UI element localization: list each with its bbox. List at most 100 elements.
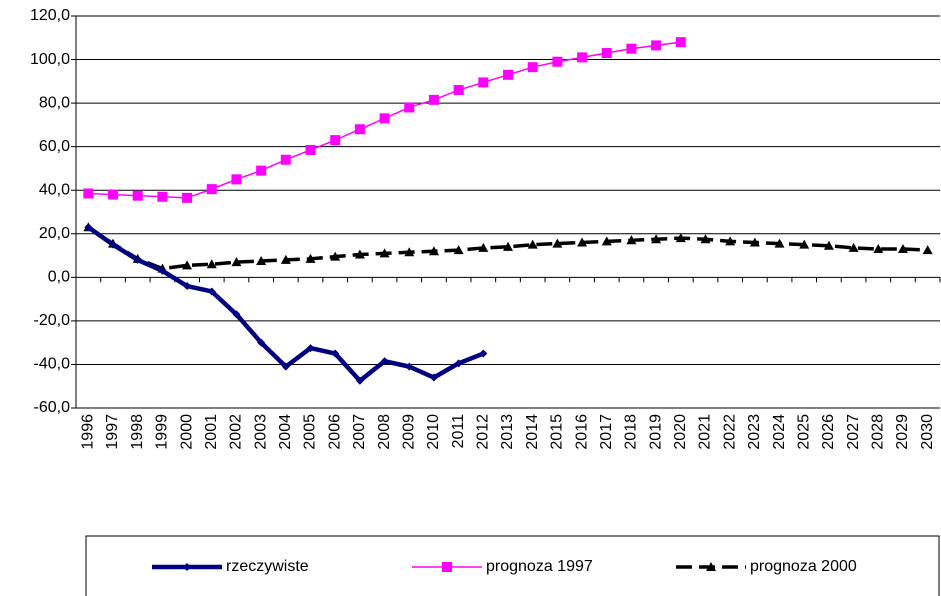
data-point <box>207 287 216 296</box>
data-point <box>182 260 193 270</box>
data-point <box>503 69 513 80</box>
data-point <box>577 237 588 247</box>
data-point <box>109 240 118 249</box>
x-tick-label: 2007 <box>351 414 368 450</box>
x-tick-label: 2002 <box>228 414 245 450</box>
x-tick-label: 2015 <box>549 414 566 450</box>
data-point <box>257 338 266 347</box>
x-tick-label: 2005 <box>302 414 319 450</box>
legend-label: prognoza 2000 <box>750 558 857 575</box>
data-point <box>404 102 415 113</box>
y-tick-label: -60,0 <box>34 399 71 416</box>
data-point <box>158 266 167 275</box>
data-point <box>133 255 142 264</box>
x-tick-label: 2025 <box>795 414 812 450</box>
legend-box <box>85 535 940 596</box>
legend-label: rzeczywiste <box>226 558 309 575</box>
y-tick-label: -20,0 <box>34 312 71 329</box>
data-point <box>527 239 538 249</box>
x-tick-label: 2003 <box>252 414 269 450</box>
data-point <box>823 240 834 250</box>
data-point <box>626 235 637 245</box>
data-point <box>478 77 489 88</box>
data-point <box>404 247 415 257</box>
data-point <box>552 238 563 248</box>
data-point <box>774 238 785 248</box>
data-point <box>799 239 810 249</box>
data-point <box>429 373 438 382</box>
x-tick-label: 2016 <box>573 414 590 450</box>
data-point <box>108 189 119 200</box>
data-point <box>354 124 365 135</box>
data-point <box>922 245 933 255</box>
y-tick-label: 0,0 <box>48 269 70 286</box>
data-point <box>527 62 538 73</box>
data-point <box>206 184 217 195</box>
data-point <box>305 253 316 263</box>
x-tick-label: 2024 <box>771 414 788 450</box>
data-point <box>453 85 464 96</box>
x-tick-label: 2006 <box>326 414 343 450</box>
legend-item: prognoza 1997 <box>412 558 593 575</box>
data-point <box>503 241 513 251</box>
data-point <box>405 362 414 371</box>
data-point <box>379 113 390 124</box>
x-tick-label: 2010 <box>425 414 442 450</box>
data-point <box>552 56 563 67</box>
data-point <box>232 310 241 319</box>
data-point <box>873 244 884 254</box>
data-point <box>305 144 316 155</box>
x-tick-label: 2013 <box>499 414 516 450</box>
data-point <box>428 94 439 105</box>
data-point <box>281 362 290 371</box>
x-tick-label: 2029 <box>894 414 911 450</box>
data-point <box>601 48 612 59</box>
data-point <box>478 242 489 252</box>
x-tick-label: 2012 <box>475 414 492 450</box>
series-line <box>87 225 928 271</box>
data-point <box>428 246 439 256</box>
legend-marker <box>183 563 191 571</box>
data-point <box>157 191 168 202</box>
x-tick-label: 2014 <box>524 414 541 450</box>
x-tick-label: 1998 <box>129 414 146 450</box>
x-tick-label: 2019 <box>647 414 664 450</box>
data-point <box>331 349 340 358</box>
x-tick-label: 2009 <box>400 414 417 450</box>
x-tick-label: 2023 <box>746 414 763 450</box>
data-point <box>577 52 588 63</box>
data-point <box>330 251 341 261</box>
data-point <box>379 248 390 258</box>
data-point <box>675 233 686 243</box>
data-point <box>601 236 612 246</box>
data-point <box>132 190 143 201</box>
data-point <box>749 237 760 247</box>
data-point <box>354 249 365 259</box>
y-tick-label: 120,0 <box>30 7 70 24</box>
x-tick-label: 2004 <box>277 414 294 450</box>
x-tick-label: 2017 <box>598 414 615 450</box>
data-point <box>206 259 217 269</box>
data-point <box>306 344 315 353</box>
x-tick-label: 2011 <box>450 414 467 449</box>
data-point <box>479 349 488 358</box>
x-tick-label: 2008 <box>376 414 393 450</box>
x-tick-label: 2022 <box>721 414 738 450</box>
data-point <box>355 376 364 385</box>
data-point <box>897 244 908 254</box>
x-tick-label: 2026 <box>820 414 837 450</box>
y-tick-label: 80,0 <box>39 94 70 111</box>
data-point <box>330 135 341 146</box>
y-tick-label: 40,0 <box>39 181 70 198</box>
data-point <box>231 174 242 185</box>
data-point <box>256 165 267 176</box>
y-tick-label: -40,0 <box>34 356 71 373</box>
data-point <box>231 257 242 267</box>
data-point <box>280 154 291 165</box>
data-point <box>626 43 637 54</box>
data-point <box>675 37 686 48</box>
legend-item: prognoza 2000 <box>676 558 857 575</box>
data-point <box>280 254 291 264</box>
x-tick-label: 2001 <box>203 414 220 450</box>
